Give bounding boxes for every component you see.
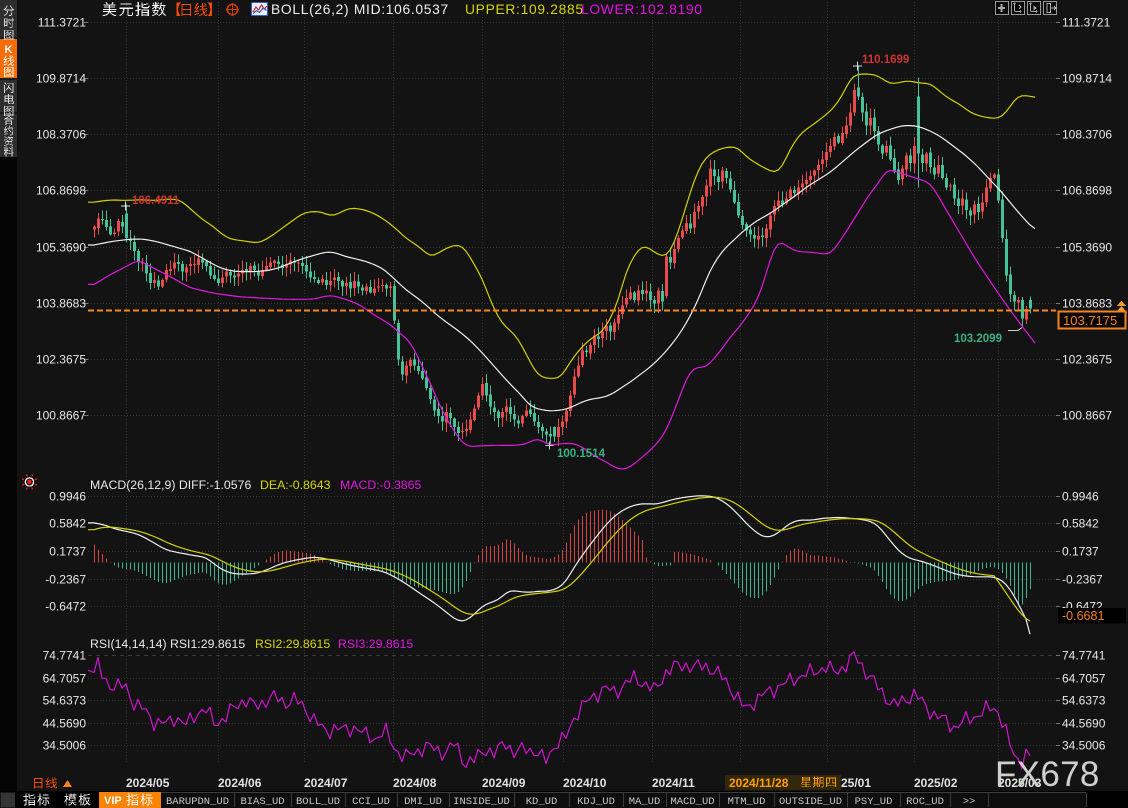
svg-text:0.5842: 0.5842 <box>49 517 86 531</box>
svg-text:54.6373: 54.6373 <box>43 694 87 708</box>
svg-text:RSI3:29.8615: RSI3:29.8615 <box>338 637 413 651</box>
svg-text:KD_UD: KD_UD <box>526 796 558 808</box>
svg-text:MTM_UD: MTM_UD <box>728 796 766 808</box>
svg-text:25/01: 25/01 <box>841 776 871 790</box>
svg-text:2024/11: 2024/11 <box>652 776 695 790</box>
svg-text:FX678: FX678 <box>995 755 1100 794</box>
svg-text:103.8683: 103.8683 <box>36 297 86 311</box>
svg-text:2024/05: 2024/05 <box>126 776 170 790</box>
svg-text:44.5690: 44.5690 <box>43 717 87 731</box>
svg-text:2024/07: 2024/07 <box>304 776 348 790</box>
svg-text:BOLL(26,2) MID:106.0537: BOLL(26,2) MID:106.0537 <box>271 2 449 17</box>
svg-text:109.8714: 109.8714 <box>1062 72 1112 86</box>
svg-text:102.3675: 102.3675 <box>1062 353 1112 367</box>
svg-text:0.9946: 0.9946 <box>49 490 86 504</box>
svg-text:111.3721: 111.3721 <box>38 16 87 30</box>
svg-text:106.8698: 106.8698 <box>1062 184 1112 198</box>
svg-text:54.6373: 54.6373 <box>1062 694 1106 708</box>
svg-text:44.5690: 44.5690 <box>1062 717 1106 731</box>
svg-text:74.7741: 74.7741 <box>43 649 87 663</box>
svg-text:34.5006: 34.5006 <box>1062 739 1106 753</box>
svg-text:103.2099: 103.2099 <box>954 333 1002 345</box>
svg-text:64.7057: 64.7057 <box>43 672 87 686</box>
svg-text:103.8683: 103.8683 <box>1062 297 1112 311</box>
svg-text:105.3690: 105.3690 <box>1062 241 1112 255</box>
svg-text:2024/11/28: 2024/11/28 <box>729 776 789 790</box>
svg-text:DEA:-0.8643: DEA:-0.8643 <box>260 478 331 492</box>
svg-text:108.3706: 108.3706 <box>36 128 86 142</box>
svg-text:100.8667: 100.8667 <box>1062 409 1112 423</box>
svg-text:-0.6472: -0.6472 <box>45 600 86 614</box>
svg-text:RSI(14,14,14) RSI1:29.8615: RSI(14,14,14) RSI1:29.8615 <box>90 637 245 651</box>
svg-text:2024/10: 2024/10 <box>563 776 607 790</box>
svg-text:2024/06: 2024/06 <box>218 776 262 790</box>
svg-text:BIAS_UD: BIAS_UD <box>240 796 284 808</box>
svg-text:LOWER:102.8190: LOWER:102.8190 <box>581 2 703 17</box>
svg-text:103.7175: 103.7175 <box>1063 313 1117 328</box>
svg-text:MACD:-0.3865: MACD:-0.3865 <box>340 478 421 492</box>
svg-text:0.5842: 0.5842 <box>1062 517 1099 531</box>
svg-text:BOLL_UD: BOLL_UD <box>296 796 340 808</box>
svg-text:110.1699: 110.1699 <box>862 54 909 66</box>
svg-text:DMI_UD: DMI_UD <box>404 796 442 808</box>
svg-text:64.7057: 64.7057 <box>1062 672 1106 686</box>
svg-text:109.8714: 109.8714 <box>36 72 86 86</box>
svg-text:-0.2367: -0.2367 <box>1062 573 1103 587</box>
svg-text:2024/09: 2024/09 <box>482 776 526 790</box>
svg-text:102.3675: 102.3675 <box>36 353 86 367</box>
svg-text:74.7741: 74.7741 <box>1062 649 1106 663</box>
svg-text:0.1737: 0.1737 <box>1062 545 1099 559</box>
svg-text:2024/08: 2024/08 <box>393 776 437 790</box>
svg-text:106.8698: 106.8698 <box>36 184 86 198</box>
svg-text:PSY_UD: PSY_UD <box>855 796 893 808</box>
svg-text:RSI2:29.8615: RSI2:29.8615 <box>255 637 330 651</box>
svg-text:-0.6681: -0.6681 <box>1062 609 1104 623</box>
svg-text:34.5006: 34.5006 <box>43 739 87 753</box>
svg-text:106.4911: 106.4911 <box>132 195 180 207</box>
svg-text:UPPER:109.2885: UPPER:109.2885 <box>465 2 584 17</box>
svg-text:2025/03: 2025/03 <box>998 776 1042 790</box>
svg-text:MA_UD: MA_UD <box>629 796 661 808</box>
svg-text:2025/02: 2025/02 <box>914 776 958 790</box>
svg-text:105.3690: 105.3690 <box>36 241 86 255</box>
svg-text:KDJ_UD: KDJ_UD <box>577 796 615 808</box>
svg-text:100.1514: 100.1514 <box>557 448 606 460</box>
svg-text:-0.2367: -0.2367 <box>45 573 86 587</box>
svg-text:INSIDE_UD: INSIDE_UD <box>453 796 510 808</box>
svg-text:0.9946: 0.9946 <box>1062 490 1099 504</box>
svg-text:K: K <box>5 44 13 56</box>
svg-text:111.3721: 111.3721 <box>1062 16 1111 30</box>
svg-text:108.3706: 108.3706 <box>1062 128 1112 142</box>
svg-text:MACD_UD: MACD_UD <box>670 796 714 808</box>
svg-text:ROC_UD: ROC_UD <box>906 796 944 808</box>
svg-text:BARUPDN_UD: BARUPDN_UD <box>166 796 229 808</box>
svg-text:>>: >> <box>963 796 976 808</box>
svg-text:MACD(26,12,9) DIFF:-1.0576: MACD(26,12,9) DIFF:-1.0576 <box>90 478 251 492</box>
svg-text:0.1737: 0.1737 <box>49 545 86 559</box>
svg-text:100.8667: 100.8667 <box>36 409 86 423</box>
svg-text:OUTSIDE_UD: OUTSIDE_UD <box>779 796 842 808</box>
svg-text:VIP: VIP <box>104 795 122 807</box>
svg-text:CCI_UD: CCI_UD <box>352 796 390 808</box>
